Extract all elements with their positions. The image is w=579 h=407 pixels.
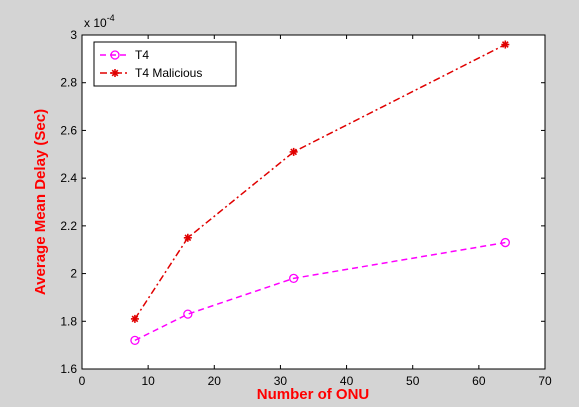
plot-area [81, 34, 546, 370]
y-tick-label: 3 [70, 28, 77, 42]
y-axis: 1.6 1.8 2 2.2 2.4 2.6 2.8 3 [60, 28, 545, 376]
legend-box [93, 41, 237, 87]
legend: T4 T4 Malicious [93, 41, 237, 87]
y-multiplier: x 10-4 [84, 13, 115, 30]
data-point [289, 147, 298, 156]
y-axis-label: Average Mean Delay (Sec) [32, 109, 49, 295]
legend-marker [111, 69, 119, 77]
x-tick-label: 10 [141, 374, 155, 388]
y-tick-label: 2.8 [60, 76, 77, 90]
x-tick-label: 70 [538, 374, 552, 388]
x-tick-label: 40 [340, 374, 354, 388]
series-line [134, 43, 506, 320]
y-tick-label: 1.8 [60, 314, 77, 328]
x-axis: 0 10 20 30 40 50 60 70 [79, 35, 552, 388]
data-point [183, 309, 193, 319]
x-tick-label: 60 [472, 374, 486, 388]
x-tick-label: 0 [79, 374, 86, 388]
y-tick-label: 2.6 [60, 123, 77, 137]
legend-label: T4 [135, 48, 149, 62]
x-axis-label: Number of ONU [257, 386, 370, 403]
x-tick-label: 30 [274, 374, 288, 388]
x-tick-label: 50 [406, 374, 420, 388]
y-tick-label: 1.6 [60, 362, 77, 376]
y-tick-label: 2.4 [60, 171, 77, 185]
legend-label: T4 Malicious [135, 66, 202, 80]
data-point [501, 40, 510, 49]
legend-marker [110, 50, 120, 60]
series-0 [130, 237, 510, 346]
data-point [130, 314, 139, 323]
data-point [130, 335, 140, 346]
series-layer [130, 40, 510, 346]
series-1 [130, 40, 510, 323]
data-point [183, 233, 192, 242]
y-tick-label: 2 [70, 267, 77, 281]
y-tick-label: 2.2 [60, 219, 77, 233]
x-tick-label: 20 [208, 374, 222, 388]
series-line [134, 241, 506, 342]
data-point [500, 237, 510, 248]
data-point [289, 273, 299, 283]
